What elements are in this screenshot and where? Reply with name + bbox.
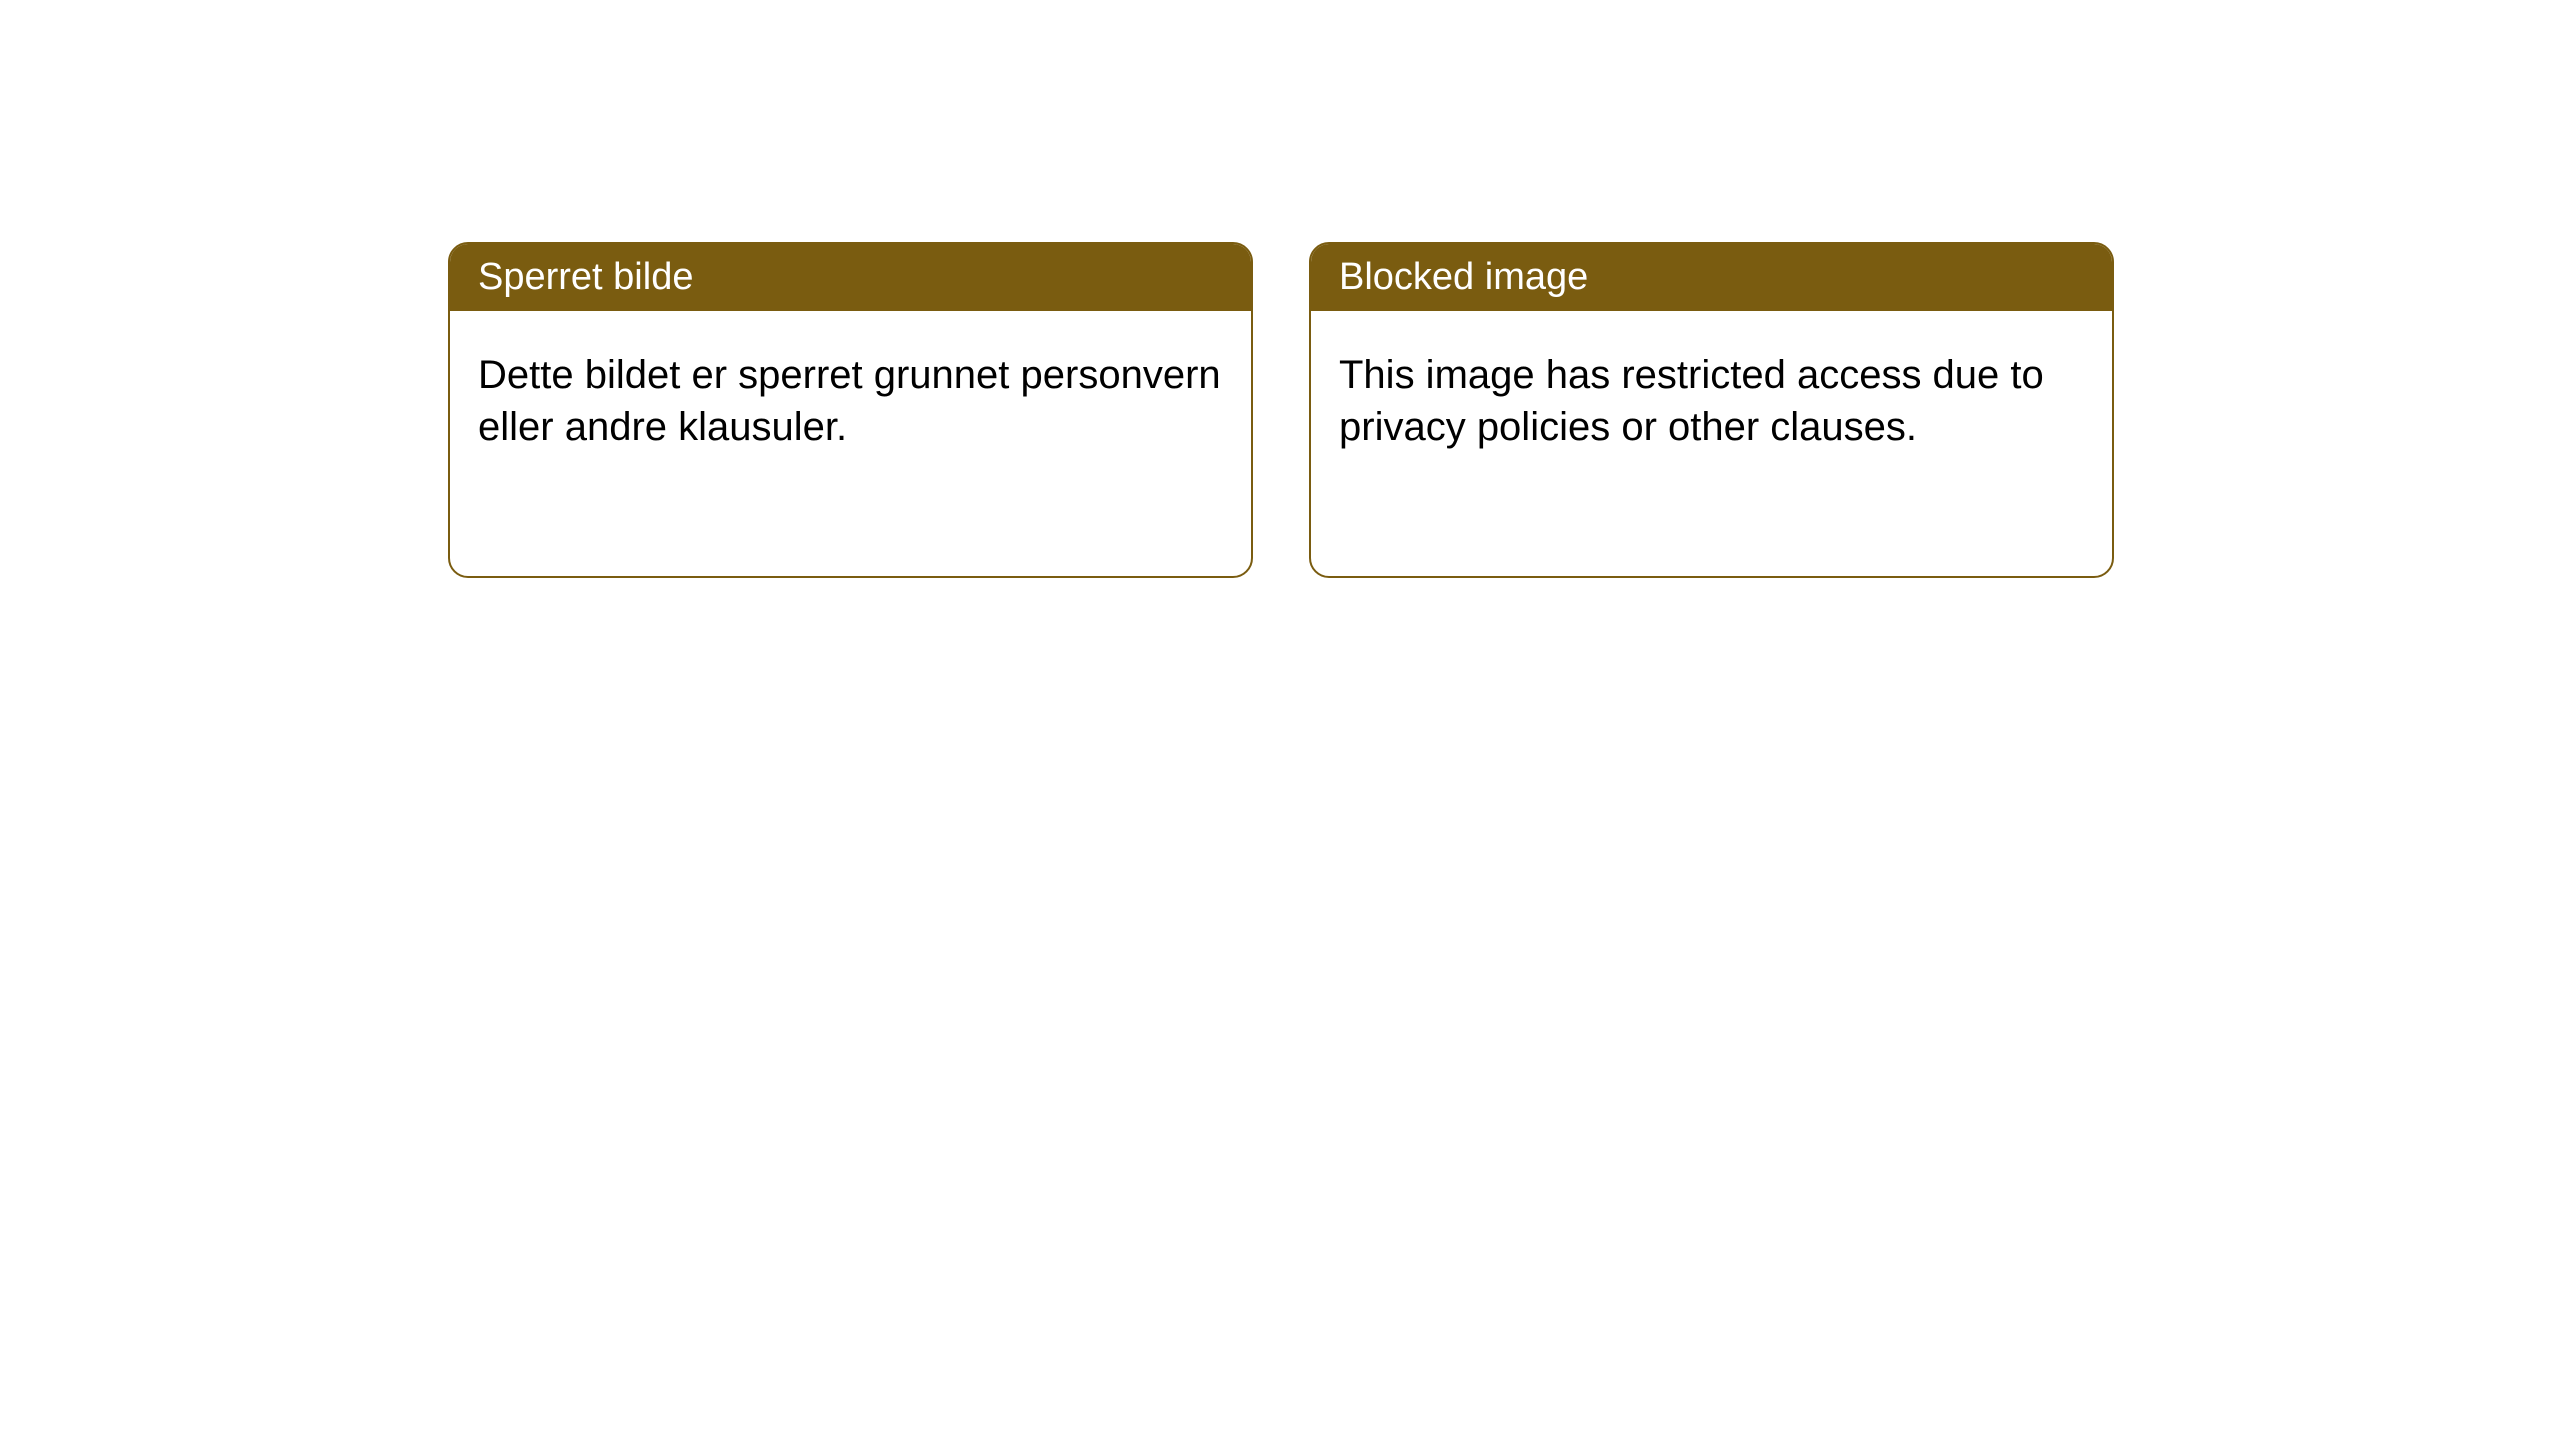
cards-container: Sperret bilde Dette bildet er sperret gr… — [448, 242, 2560, 578]
blocked-image-card-no: Sperret bilde Dette bildet er sperret gr… — [448, 242, 1253, 578]
blocked-image-card-en: Blocked image This image has restricted … — [1309, 242, 2114, 578]
card-body-text-no: Dette bildet er sperret grunnet personve… — [478, 353, 1221, 449]
card-header-no: Sperret bilde — [450, 244, 1251, 311]
card-title-en: Blocked image — [1339, 256, 1588, 298]
card-title-no: Sperret bilde — [478, 256, 693, 298]
card-body-no: Dette bildet er sperret grunnet personve… — [450, 311, 1251, 491]
card-body-text-en: This image has restricted access due to … — [1339, 353, 2044, 449]
card-header-en: Blocked image — [1311, 244, 2112, 311]
card-body-en: This image has restricted access due to … — [1311, 311, 2112, 491]
